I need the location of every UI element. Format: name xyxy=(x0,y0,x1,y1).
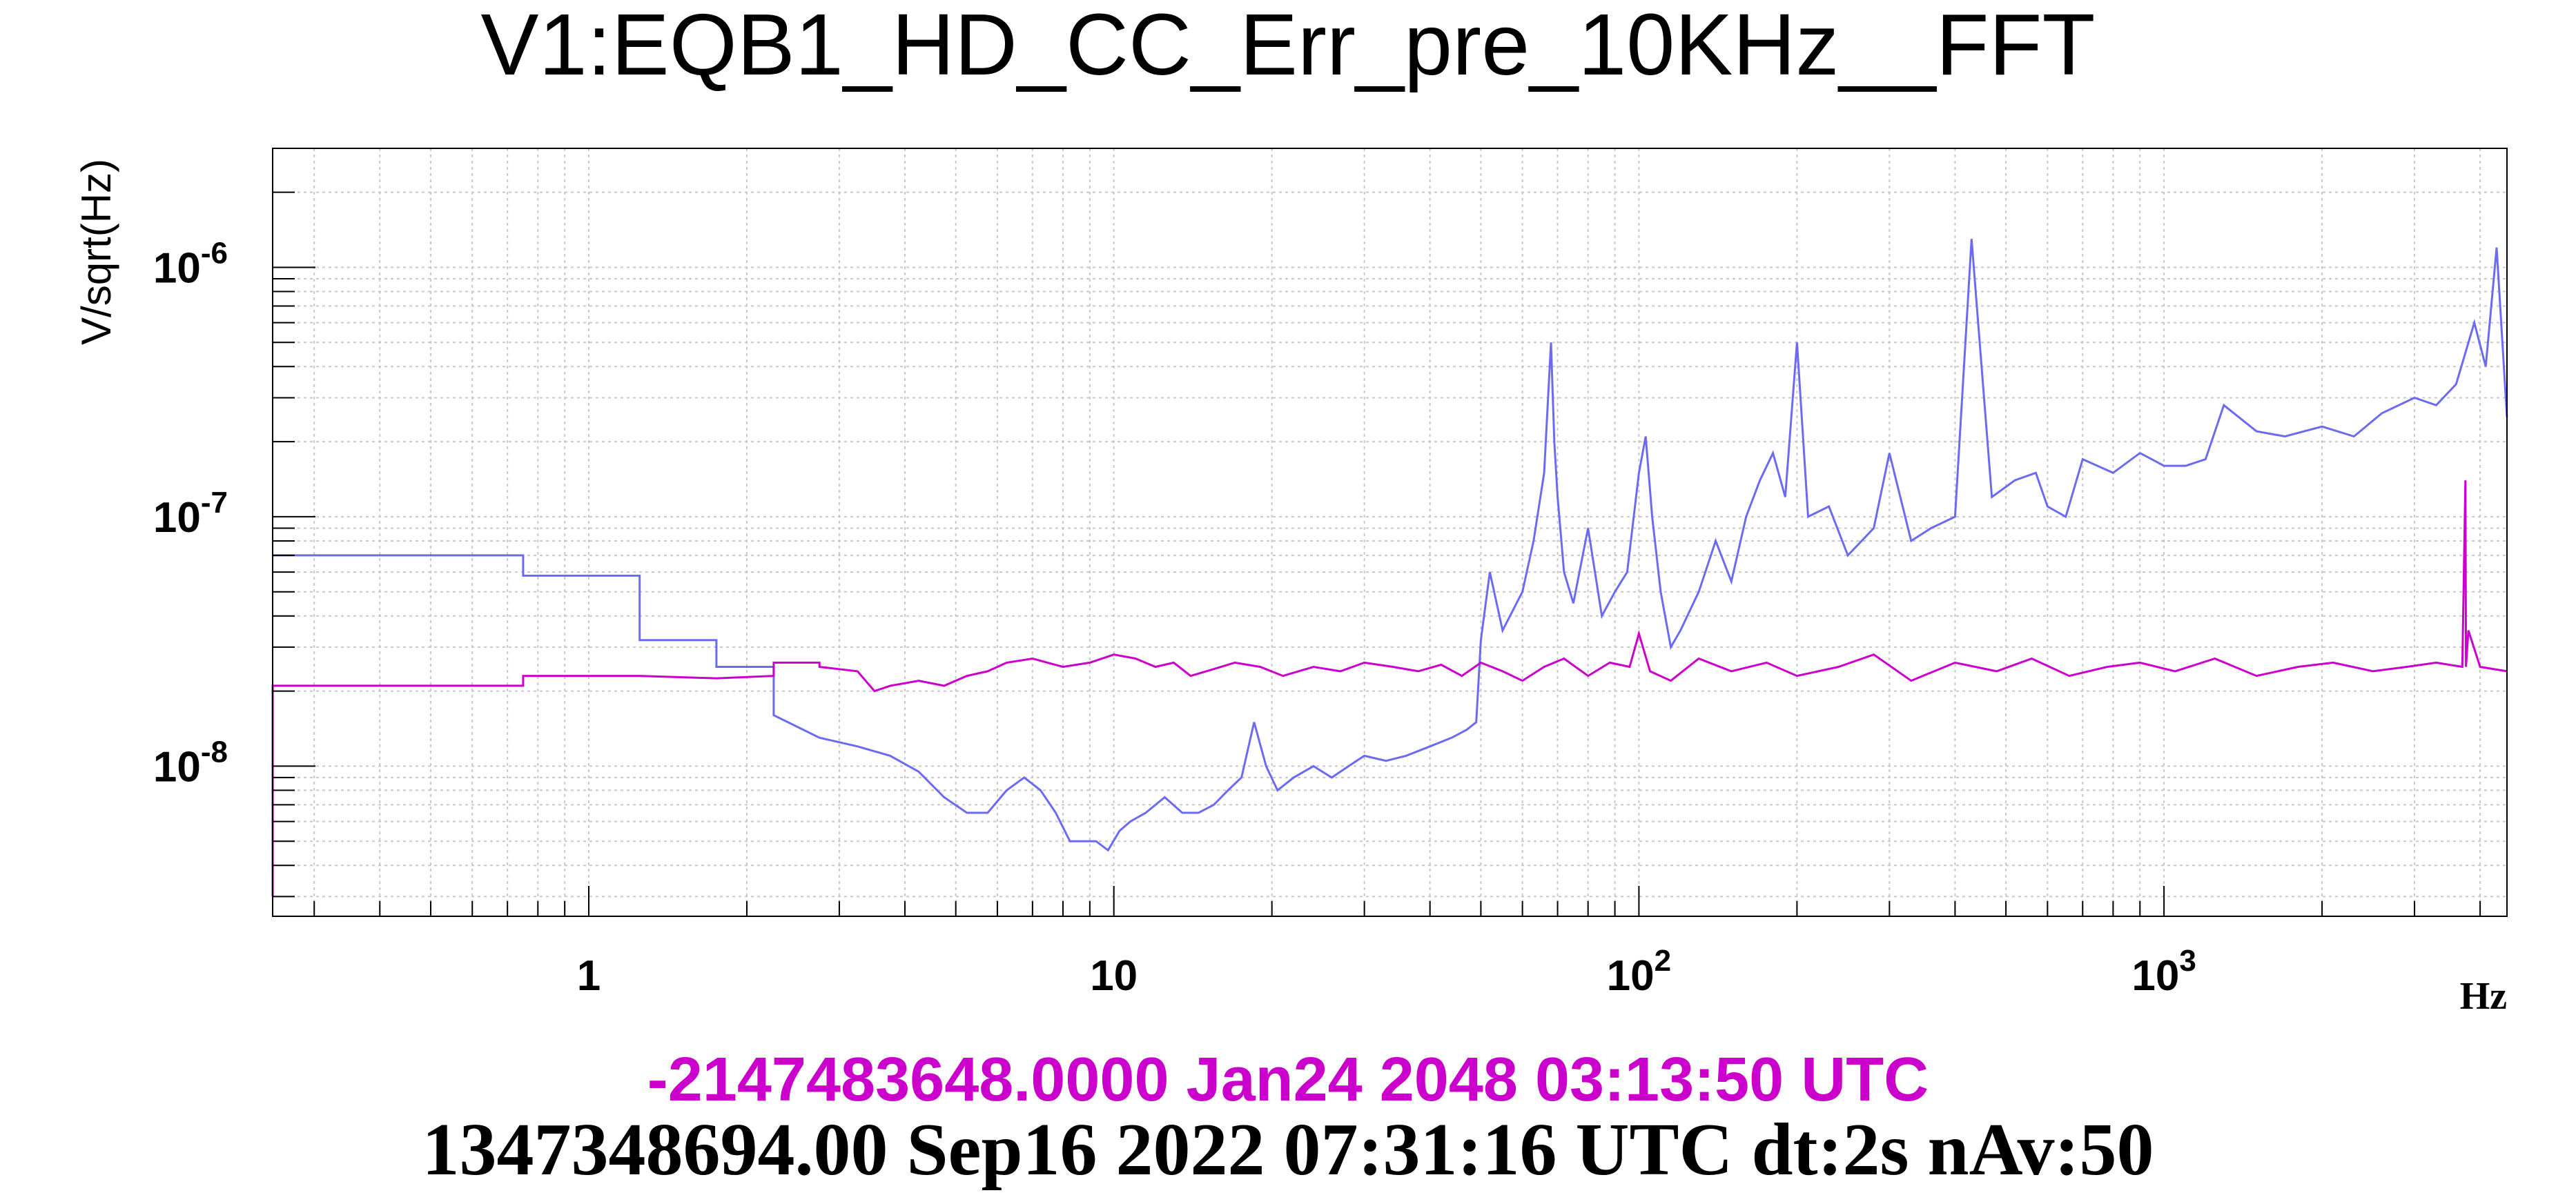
grid xyxy=(273,148,2507,916)
series-group xyxy=(271,239,2508,897)
current-time-label: 1347348694.00 Sep16 2022 07:31:16 UTC dt… xyxy=(422,1109,2154,1191)
series-line-2 xyxy=(271,480,2508,897)
reference-time-label: -2147483648.0000 Jan24 2048 03:13:50 UTC xyxy=(647,1045,1929,1114)
y-tick-label: 10-8 xyxy=(153,735,228,791)
plot-frame xyxy=(272,148,2508,917)
axes: 1 10 102 103 10-8 10-7 10-6 xyxy=(153,148,2481,1000)
x-tick-label: 10 xyxy=(1090,952,1138,1000)
chart-title: V1:EQB1_HD_CC_Err_pre_10KHz__FFT xyxy=(481,0,2096,93)
series-line-1 xyxy=(273,239,2508,852)
y-axis-label: V/sqrt(Hz) xyxy=(73,159,119,345)
x-tick-label: 103 xyxy=(2131,944,2196,1000)
x-tick-label: 1 xyxy=(577,952,601,1000)
x-axis-label: Hz xyxy=(2460,975,2507,1018)
y-tick-label: 10-7 xyxy=(153,486,228,542)
y-tick-label: 10-6 xyxy=(153,236,228,292)
x-tick-label: 102 xyxy=(1607,944,1671,1000)
